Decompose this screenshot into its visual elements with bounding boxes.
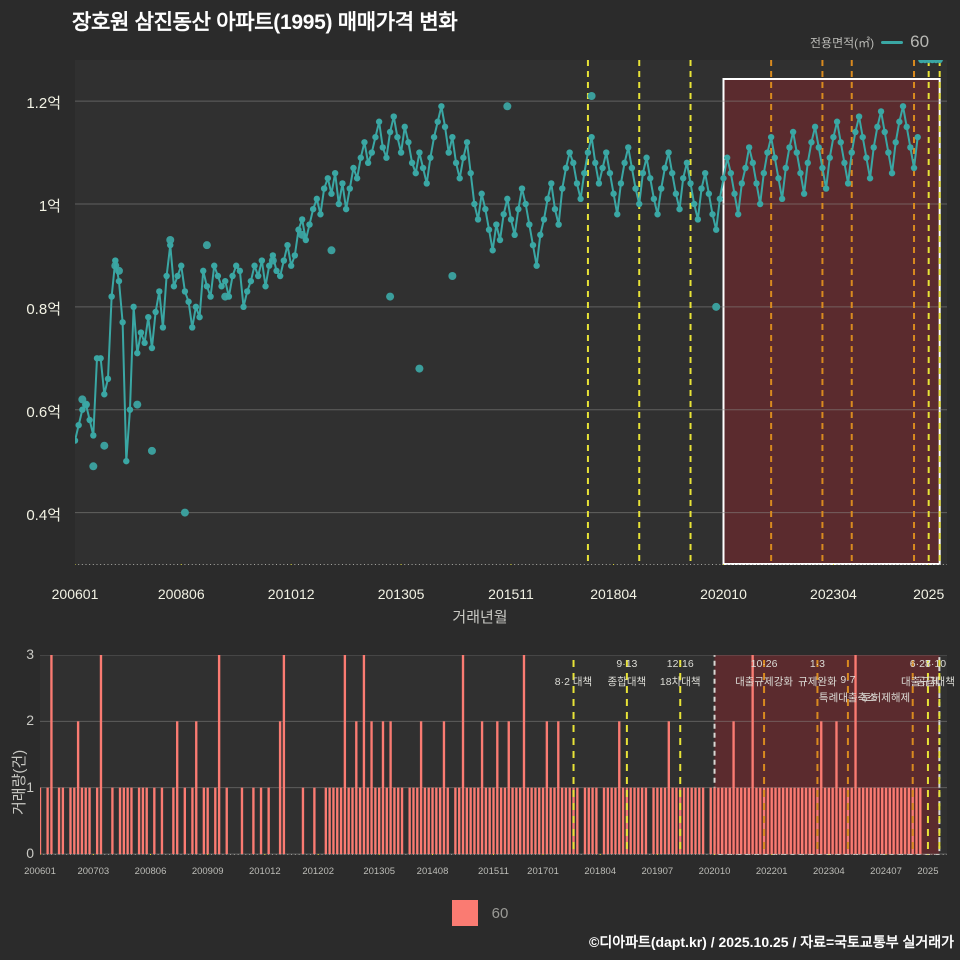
legend-line-swatch bbox=[881, 40, 904, 44]
policy-annotation-label: 9·7 bbox=[840, 674, 856, 686]
price-y-tick-label: 0.8억 bbox=[26, 300, 61, 318]
volume-y-tick-label: 1 bbox=[26, 778, 34, 795]
volume-x-tick-label: 201804 bbox=[584, 866, 617, 877]
price-y-tick-label: 1.2억 bbox=[26, 95, 61, 113]
legend-bottom: 60 bbox=[0, 900, 960, 926]
policy-annotation-label: 6·27 bbox=[909, 658, 931, 670]
price-x-tick-label: 2025 bbox=[913, 586, 945, 602]
legend-area-value: 60 bbox=[910, 32, 930, 51]
volume-x-tick-label: 200806 bbox=[134, 866, 167, 877]
volume-x-tick-label: 201408 bbox=[416, 866, 449, 877]
policy-annotation-label: 규제완화 bbox=[798, 676, 837, 688]
policy-annotation-label: 특례대출축소 bbox=[818, 692, 877, 704]
price-x-tick-label: 201511 bbox=[488, 586, 534, 602]
page-title: 장호원 삼진동산 아파트(1995) 매매가격 변화 bbox=[72, 11, 458, 34]
policy-annotation-label: 18차대책 bbox=[659, 676, 701, 688]
policy-annotation-label: 토허제해제 bbox=[861, 692, 911, 704]
volume-x-tick-label: 201012 bbox=[248, 866, 281, 877]
price-y-tick-label: 0.6억 bbox=[26, 403, 61, 421]
volume-x-tick-label: 202201 bbox=[755, 866, 788, 877]
policy-annotation-label: 9·13 bbox=[616, 658, 638, 670]
volume-x-tick-label: 201907 bbox=[641, 866, 674, 877]
legend-bar-swatch bbox=[451, 900, 478, 926]
policy-annotation-label: 공급대책 bbox=[916, 676, 955, 688]
policy-annotation-label: 10·26 bbox=[750, 658, 778, 670]
volume-chart[interactable] bbox=[38, 620, 948, 860]
price-y-tick-label: 0.4억 bbox=[26, 506, 61, 524]
price-x-tick-label: 202304 bbox=[810, 586, 857, 602]
volume-x-tick-label: 202010 bbox=[698, 866, 731, 877]
legend-area-label: 전용면적(㎡) bbox=[810, 35, 875, 50]
legend-top: 전용면적(㎡) 60 bbox=[810, 32, 929, 52]
policy-annotation-label: 대출규제강화 bbox=[735, 676, 794, 688]
price-y-tick-label: 1억 bbox=[38, 198, 61, 215]
volume-x-tick-label: 200601 bbox=[24, 866, 56, 877]
footer-credits: ©디아파트(dapt.kr) / 2025.10.25 / 자료=국토교통부 실… bbox=[589, 934, 954, 950]
price-x-tick-label: 202010 bbox=[700, 586, 747, 602]
volume-x-tick-label: 201305 bbox=[363, 866, 396, 877]
price-x-axis-title: 거래년월 bbox=[452, 609, 508, 626]
volume-y-tick-label: 3 bbox=[26, 646, 34, 662]
policy-annotation-label: 8·10 bbox=[925, 658, 947, 670]
price-chart-svg bbox=[75, 60, 947, 565]
price-x-tick-label: 200806 bbox=[157, 586, 205, 602]
policy-annotation-label: 종합대책 bbox=[607, 676, 647, 688]
policy-annotation-label: 1·3 bbox=[809, 658, 826, 670]
volume-x-tick-label: 200909 bbox=[191, 866, 224, 877]
volume-x-tick-label: 201701 bbox=[527, 866, 559, 877]
price-chart[interactable] bbox=[75, 60, 947, 565]
volume-x-tick-label: 202407 bbox=[870, 866, 902, 877]
volume-x-tick-label: 2025 bbox=[917, 866, 939, 877]
policy-annotation-label: 대출규제 bbox=[900, 676, 940, 688]
volume-x-tick-label: 200703 bbox=[77, 866, 110, 877]
volume-y-tick-label: 2 bbox=[26, 712, 34, 729]
price-x-tick-label: 201804 bbox=[590, 586, 637, 602]
price-x-tick-label: 200601 bbox=[51, 586, 99, 602]
volume-x-tick-label: 202304 bbox=[813, 866, 845, 877]
volume-x-tick-label: 201511 bbox=[478, 866, 509, 877]
price-x-tick-label: 201305 bbox=[377, 586, 425, 602]
legend-bar-value: 60 bbox=[491, 904, 509, 922]
policy-annotation-label: 12·16 bbox=[666, 658, 694, 670]
volume-chart-svg bbox=[38, 620, 948, 860]
volume-x-tick-label: 201202 bbox=[302, 866, 335, 877]
price-x-tick-label: 201012 bbox=[267, 586, 315, 602]
volume-y-tick-label: 0 bbox=[26, 845, 34, 861]
policy-annotation-label: 8·2 대책 bbox=[554, 676, 593, 688]
